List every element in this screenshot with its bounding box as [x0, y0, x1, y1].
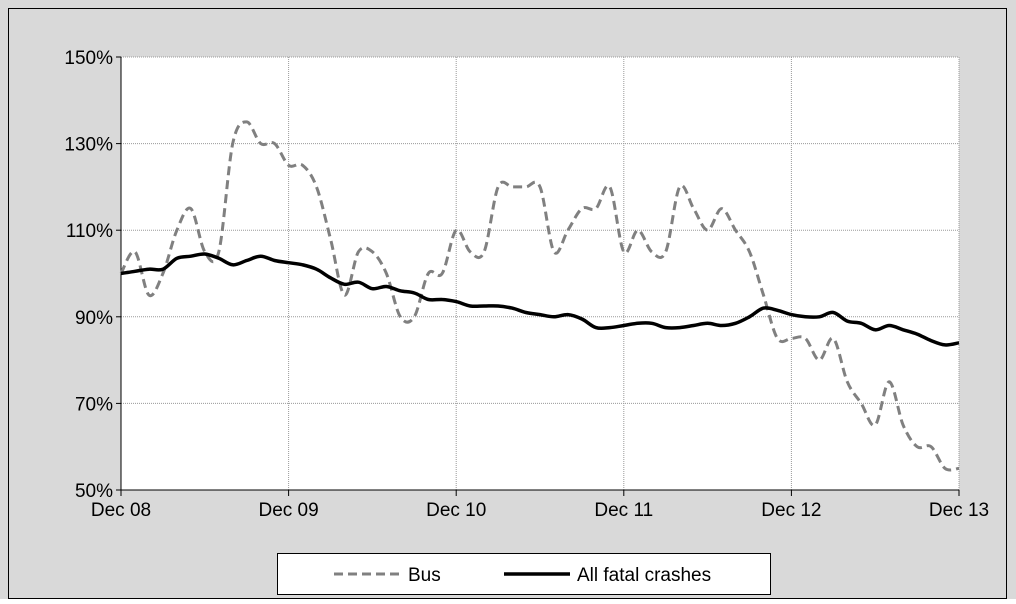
y-tick-label: 130% [64, 135, 113, 156]
x-tick-label: Dec 09 [258, 500, 318, 521]
y-tick-label: 110% [66, 221, 113, 242]
x-tick-label: Dec 11 [594, 500, 653, 521]
x-tick-label: Dec 10 [426, 500, 486, 521]
x-tick-label: Dec 08 [91, 500, 151, 521]
y-tick-label: 70% [75, 394, 113, 415]
plot-area [121, 57, 959, 490]
x-tick-label: Dec 13 [929, 500, 989, 521]
series-line-bus [119, 120, 960, 472]
legend: Bus All fatal crashes [277, 553, 771, 595]
y-tick-label: 90% [75, 308, 113, 329]
legend-label-all-fatal-crashes: All fatal crashes [577, 565, 711, 586]
x-tick-label: Dec 12 [761, 500, 821, 521]
y-tick-label: 50% [75, 481, 113, 502]
y-tick-label: 150% [64, 48, 113, 69]
legend-label-bus: Bus [408, 565, 441, 586]
series-line-all-fatal-crashes [120, 252, 960, 347]
axes: 50% 70% 90% 110% 130% 150% Dec 08 Dec 09 Dec 10 D… [64, 48, 989, 521]
series [119, 120, 960, 472]
